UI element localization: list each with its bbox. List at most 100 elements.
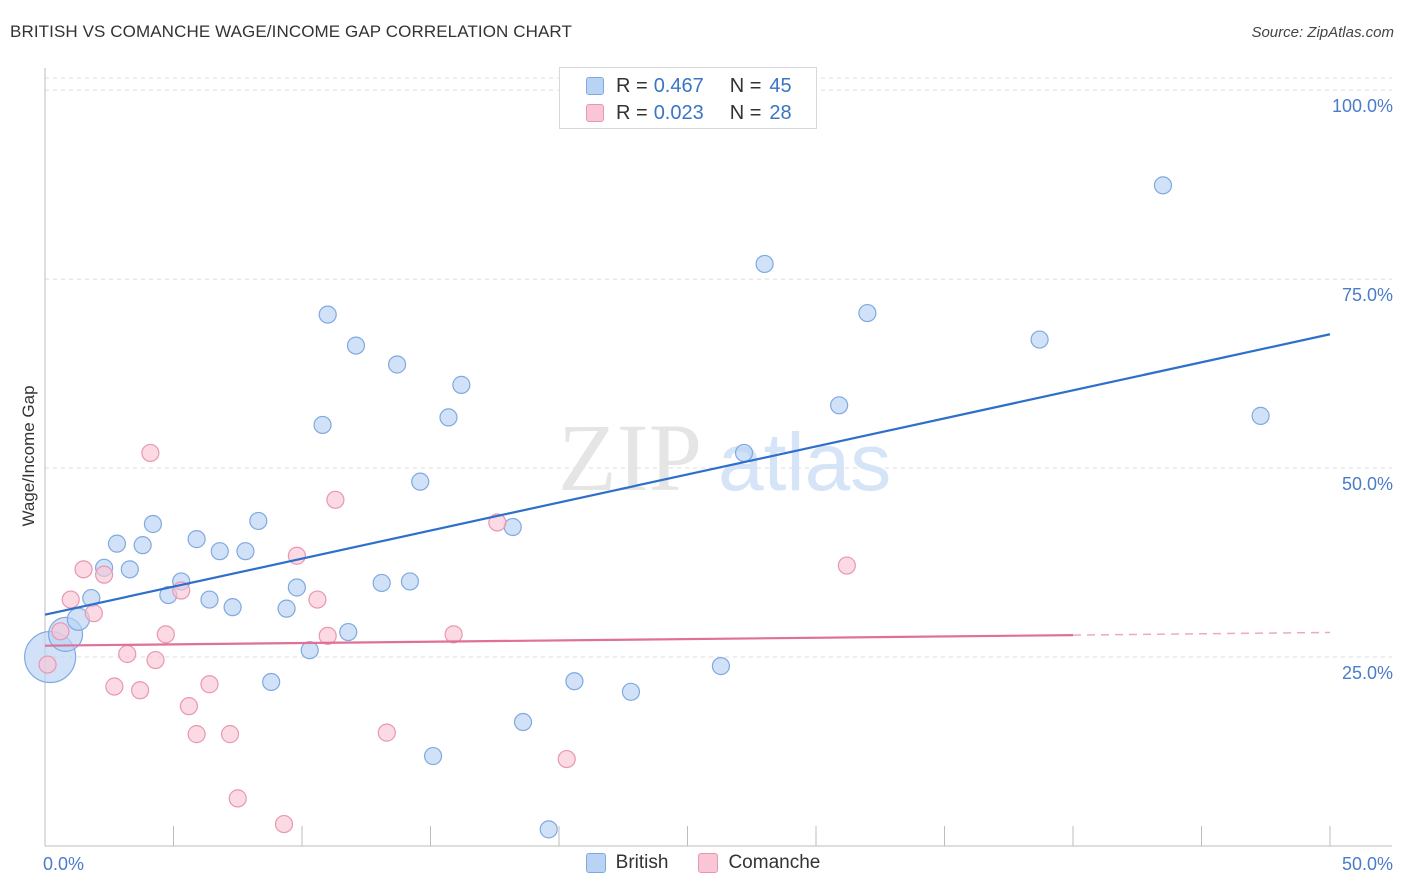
- british-point: [187, 530, 206, 549]
- comanche-point: [156, 625, 175, 644]
- british-point: [200, 590, 219, 609]
- british-point: [423, 746, 443, 766]
- british-point: [236, 542, 255, 561]
- british-point: [346, 336, 366, 355]
- british-point: [513, 712, 533, 732]
- comanche-point: [187, 725, 206, 744]
- n-value: 28: [769, 101, 792, 124]
- data-points: [24, 176, 1270, 839]
- comanche-trend-line: [44, 634, 1074, 647]
- comanche-point: [95, 565, 114, 584]
- comanche-point: [61, 590, 80, 609]
- british-point: [300, 641, 319, 660]
- r-label: R =: [616, 74, 648, 97]
- british-point: [249, 511, 268, 531]
- british-point: [858, 303, 877, 323]
- british-point: [411, 472, 430, 491]
- british-point: [539, 820, 558, 839]
- comanche-point: [308, 590, 327, 609]
- british-point: [452, 375, 471, 394]
- series-legend: British Comanche: [0, 852, 1406, 874]
- comanche-swatch: [698, 853, 719, 873]
- british-point: [262, 672, 281, 692]
- y-tick-label: 50.0%: [1342, 474, 1393, 494]
- legend-row-comanche: R = 0.023 N = 28: [586, 101, 792, 125]
- legend-label: Comanche: [728, 852, 821, 873]
- british-swatch: [586, 77, 604, 95]
- british-point: [107, 534, 127, 553]
- comanche-point: [146, 650, 165, 670]
- british-swatch: [585, 853, 606, 873]
- comanche-point: [326, 490, 345, 509]
- correlation-legend: R = 0.467 N = 45 R = 0.023 N = 28: [559, 67, 817, 129]
- british-point: [755, 254, 774, 274]
- british-point: [133, 536, 152, 555]
- tick-labels: 25.0% 50.0% 75.0% 100.0% 0.0% 50.0%: [43, 96, 1393, 874]
- comanche-point: [377, 723, 396, 742]
- british-point: [277, 599, 296, 618]
- chart-title: BRITISH VS COMANCHE WAGE/INCOME GAP CORR…: [10, 22, 572, 41]
- comanche-point: [228, 789, 247, 808]
- british-trend-line: [44, 333, 1331, 616]
- british-point: [734, 443, 754, 463]
- british-point: [223, 598, 242, 617]
- legend-label: British: [615, 852, 669, 873]
- british-point: [313, 415, 332, 435]
- comanche-point: [557, 749, 576, 769]
- comanche-point: [51, 622, 70, 641]
- comanche-point: [118, 644, 137, 664]
- british-point: [318, 305, 337, 324]
- british-point: [120, 560, 139, 579]
- british-point: [565, 672, 584, 691]
- comanche-point: [318, 626, 337, 645]
- legend-item-comanche: Comanche: [698, 852, 820, 874]
- n-label: N =: [729, 74, 762, 97]
- comanche-point: [105, 677, 124, 696]
- x-tick-label: 50.0%: [1342, 854, 1393, 874]
- british-point: [830, 396, 849, 415]
- british-point: [711, 656, 731, 676]
- comanche-point: [179, 697, 199, 716]
- comanche-point: [38, 655, 57, 674]
- r-value: 0.467: [653, 74, 704, 97]
- x-tick-label: 0.0%: [43, 854, 84, 874]
- british-point: [387, 355, 407, 374]
- comanche-point: [84, 604, 103, 623]
- watermark: ZIP atlas: [558, 404, 891, 511]
- comanche-point: [141, 443, 160, 463]
- comanche-point: [444, 625, 463, 644]
- british-point: [1153, 176, 1173, 195]
- legend-row-british: R = 0.467 N = 45: [586, 74, 792, 98]
- british-point: [287, 578, 306, 597]
- trend-lines: [44, 333, 1331, 647]
- comanche-point: [220, 725, 240, 744]
- r-value: 0.023: [653, 101, 704, 124]
- british-point: [439, 408, 458, 427]
- british-point: [210, 542, 229, 561]
- watermark-zip: ZIP: [558, 404, 702, 511]
- r-label: R =: [616, 101, 648, 124]
- british-point: [621, 682, 641, 701]
- british-point: [503, 517, 522, 537]
- comanche-point: [130, 681, 150, 700]
- british-point: [372, 573, 391, 593]
- y-tick-label: 25.0%: [1342, 663, 1393, 683]
- y-tick-label: 75.0%: [1342, 285, 1393, 305]
- y-axis-label: Wage/Income Gap: [19, 385, 38, 526]
- comanche-point: [74, 560, 93, 579]
- british-point: [400, 572, 420, 591]
- comanche-point: [837, 556, 856, 575]
- source-credit: Source: ZipAtlas.com: [1251, 24, 1394, 41]
- british-point: [143, 514, 163, 534]
- comanche-point: [274, 814, 294, 834]
- n-value: 45: [769, 74, 792, 97]
- legend-item-british: British: [585, 852, 669, 874]
- british-point: [1251, 406, 1270, 425]
- comanche-point: [200, 675, 219, 694]
- y-tick-label: 100.0%: [1332, 96, 1393, 116]
- british-point: [1030, 330, 1049, 349]
- british-point: [339, 622, 358, 642]
- comanche-trend-extension: [1072, 631, 1331, 636]
- n-label: N =: [729, 101, 762, 124]
